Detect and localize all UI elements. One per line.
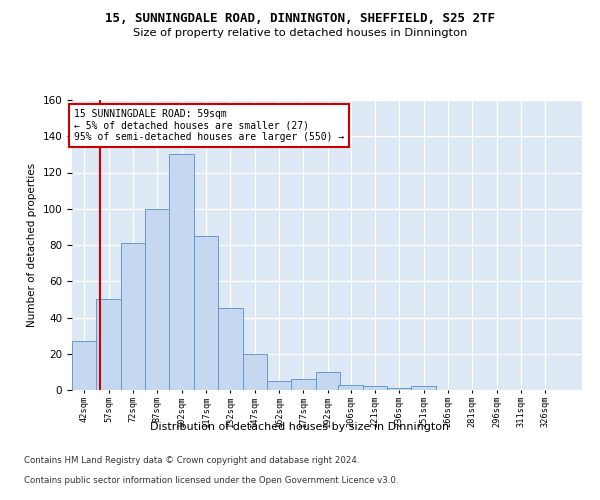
Bar [267,381,291,390]
Bar [242,354,267,390]
Text: Size of property relative to detached houses in Dinnington: Size of property relative to detached ho… [133,28,467,38]
Text: 15, SUNNINGDALE ROAD, DINNINGTON, SHEFFIELD, S25 2TF: 15, SUNNINGDALE ROAD, DINNINGTON, SHEFFI… [105,12,495,26]
Bar [387,388,412,390]
Bar [218,308,242,390]
Text: Distribution of detached houses by size in Dinnington: Distribution of detached houses by size … [151,422,449,432]
Bar [412,386,436,390]
Text: Contains HM Land Registry data © Crown copyright and database right 2024.: Contains HM Land Registry data © Crown c… [24,456,359,465]
Bar [97,300,121,390]
Bar [145,209,169,390]
Bar [169,154,194,390]
Y-axis label: Number of detached properties: Number of detached properties [27,163,37,327]
Bar [121,243,145,390]
Bar [72,341,97,390]
Text: Contains public sector information licensed under the Open Government Licence v3: Contains public sector information licen… [24,476,398,485]
Bar [338,384,363,390]
Text: 15 SUNNINGDALE ROAD: 59sqm
← 5% of detached houses are smaller (27)
95% of semi-: 15 SUNNINGDALE ROAD: 59sqm ← 5% of detac… [74,109,344,142]
Bar [316,372,340,390]
Bar [194,236,218,390]
Bar [363,386,387,390]
Bar [291,379,316,390]
